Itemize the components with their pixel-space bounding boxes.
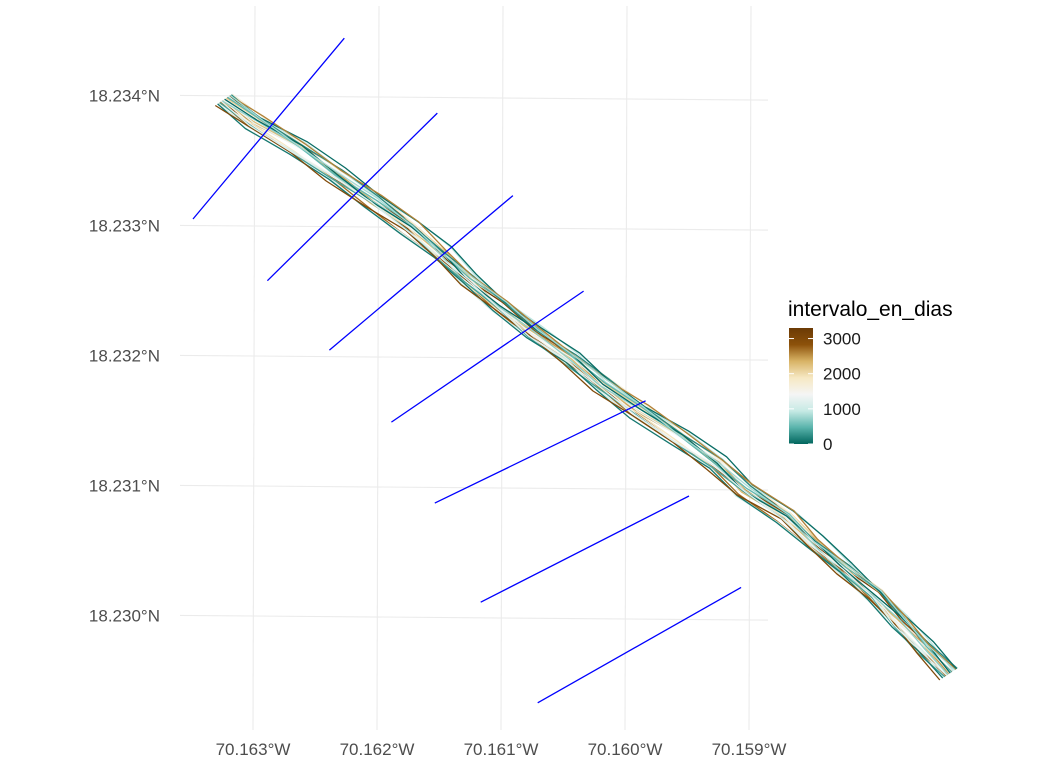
x-axis-ticks: 70.163°W 70.162°W 70.161°W 70.160°W 70.1… — [216, 740, 787, 759]
shoreline-line — [220, 103, 945, 677]
x-tick-label: 70.161°W — [464, 740, 539, 759]
legend-label: 3000 — [823, 330, 861, 349]
x-tick-label: 70.162°W — [340, 740, 415, 759]
grid-line — [180, 615, 768, 620]
shoreline-line — [218, 104, 944, 678]
grid-line — [501, 6, 503, 730]
grid-line — [625, 6, 627, 730]
shoreline-lines — [215, 94, 957, 680]
legend-label: 2000 — [823, 365, 861, 384]
shoreline-line — [221, 102, 946, 676]
shoreline-line — [222, 101, 948, 675]
transect-lines — [193, 38, 741, 703]
y-tick-label: 18.234°N — [89, 86, 160, 105]
y-tick-label: 18.232°N — [89, 346, 160, 365]
transect-line — [193, 38, 344, 219]
x-tick-label: 70.160°W — [588, 740, 663, 759]
shoreline-line — [222, 101, 948, 675]
shoreline-line — [222, 101, 947, 676]
y-tick-label: 18.231°N — [89, 476, 160, 495]
x-tick-label: 70.159°W — [712, 740, 787, 759]
shoreline-line — [219, 103, 944, 677]
x-tick-label: 70.163°W — [216, 740, 291, 759]
grid-lines — [180, 6, 768, 730]
transect-line — [538, 587, 741, 702]
grid-line — [180, 355, 768, 360]
grid-line — [180, 485, 768, 490]
shoreline-line — [223, 101, 949, 675]
legend-colorbar — [789, 328, 813, 444]
legend-title: intervalo_en_dias — [788, 298, 953, 321]
y-tick-label: 18.230°N — [89, 606, 160, 625]
y-tick-label: 18.233°N — [89, 216, 160, 235]
shoreline-line — [215, 106, 940, 681]
transect-line — [481, 496, 689, 602]
shoreline-line — [218, 104, 943, 678]
y-axis-ticks: 18.234°N 18.233°N 18.232°N 18.231°N 18.2… — [89, 86, 160, 625]
grid-line — [749, 6, 751, 730]
grid-line — [377, 6, 379, 730]
legend-label: 0 — [823, 435, 832, 454]
grid-line — [180, 95, 768, 100]
transect-line — [329, 196, 513, 351]
legend-label: 1000 — [823, 400, 861, 419]
color-legend: intervalo_en_dias 3000 2000 1000 0 — [788, 298, 953, 454]
shoreline-line — [221, 101, 946, 675]
shoreline-line — [223, 100, 948, 674]
